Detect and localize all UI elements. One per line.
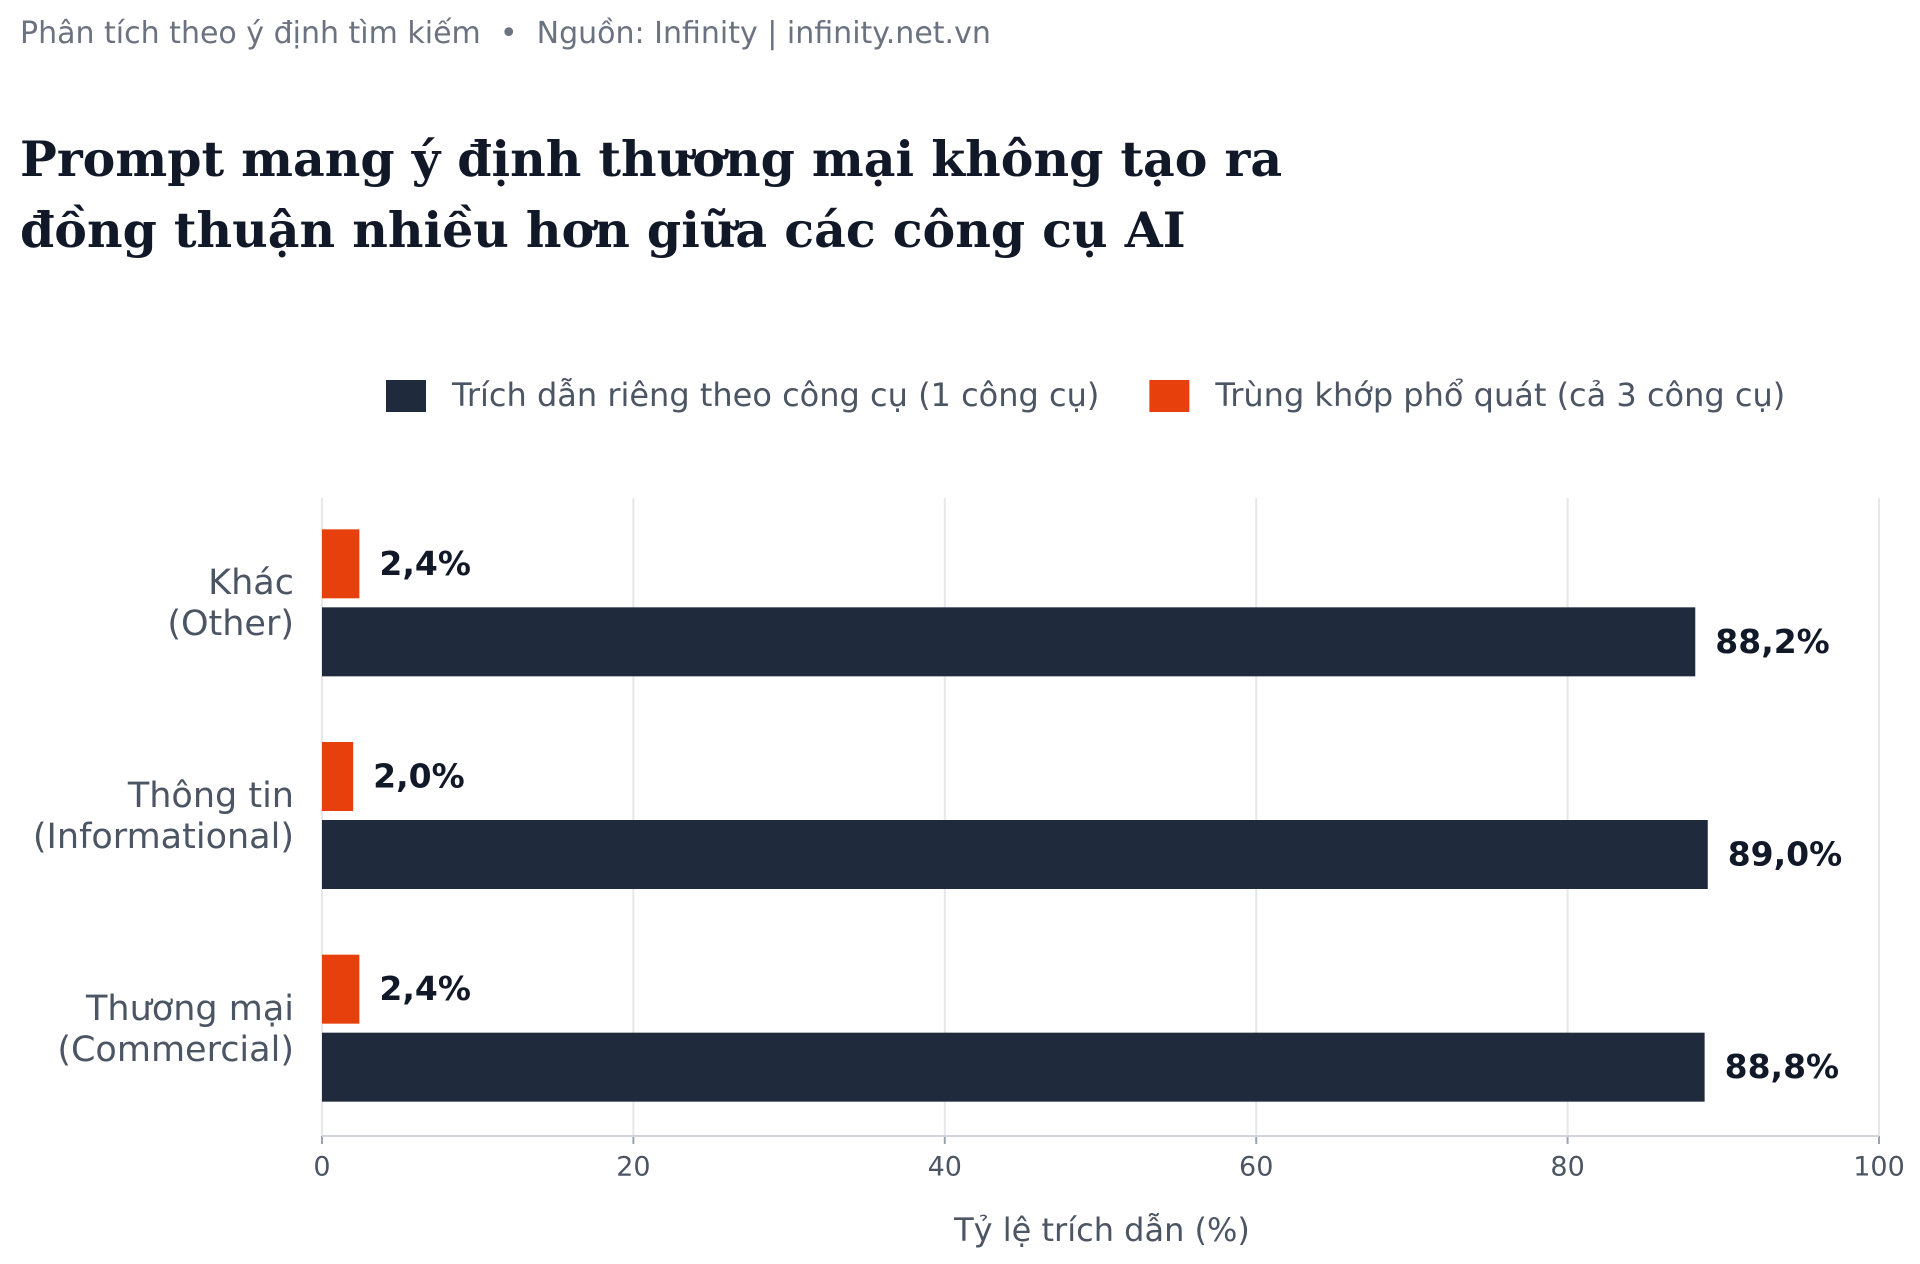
value-label: 88,8% (1725, 1047, 1840, 1086)
legend-swatch (386, 380, 426, 412)
bar (322, 607, 1696, 677)
bar (322, 529, 360, 599)
x-tick-label: 80 (1550, 1152, 1584, 1183)
x-tick-label: 20 (616, 1152, 650, 1183)
x-axis-title: Tỷ lệ trích dẫn (%) (953, 1211, 1250, 1249)
legend-label: Trùng khớp phổ quát (cả 3 công cụ) (1214, 376, 1785, 414)
y-tick-label: Thông tin (Informational) (32, 776, 294, 857)
value-label: 2,4% (379, 544, 471, 583)
bar (322, 954, 360, 1024)
value-label: 88,2% (1715, 622, 1830, 661)
y-tick-label: Khác (Other) (167, 563, 294, 645)
value-label: 2,0% (373, 757, 465, 796)
x-tick-label: 40 (928, 1152, 962, 1183)
x-tick-label: 100 (1853, 1152, 1905, 1183)
chart-title: Prompt mang ý định thương mại không tạo … (20, 130, 1283, 259)
y-tick-label: Thương mại (Commercial) (57, 988, 294, 1070)
value-label: 89,0% (1728, 835, 1843, 874)
subtitle: Phân tích theo ý định tìm kiếm • Nguồn: … (20, 16, 991, 51)
legend-label: Trích dẫn riêng theo công cụ (1 công cụ) (451, 376, 1099, 414)
x-tick-label: 0 (313, 1152, 330, 1183)
bar (322, 742, 354, 811)
bar (322, 820, 1708, 889)
value-label: 2,4% (379, 969, 471, 1008)
bar (322, 1032, 1705, 1102)
x-tick-label: 60 (1239, 1152, 1273, 1183)
legend-swatch (1149, 380, 1190, 412)
